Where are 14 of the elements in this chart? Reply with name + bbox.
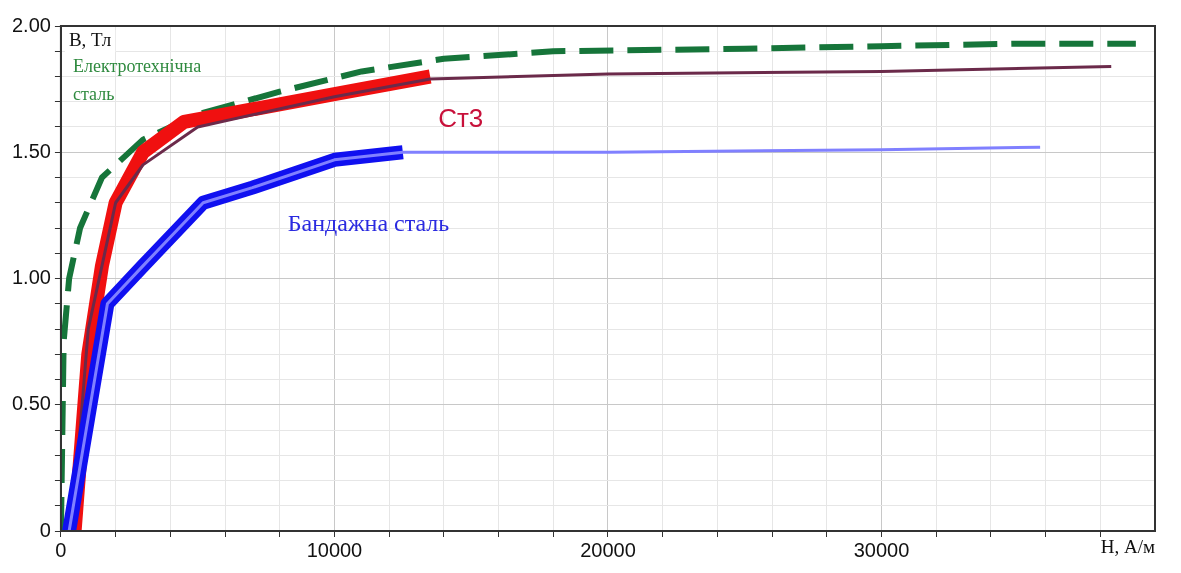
y-tick-label: 2.00	[11, 13, 51, 36]
x-axis-title: H, А/м	[1100, 536, 1155, 558]
y-tick-label: 0.50	[11, 392, 51, 415]
y-tick-label: 0	[39, 518, 51, 541]
x-tick-label: 10000	[306, 538, 363, 561]
x-tick-label: 20000	[580, 538, 636, 561]
series-label: Електротехнічна сталь	[72, 55, 202, 104]
series-label: Бандажна сталь	[287, 209, 450, 236]
y-tick-label: 1.00	[11, 266, 51, 289]
y-axis-title: B, Тл	[68, 28, 112, 50]
y-tick-label: 1.50	[11, 139, 51, 162]
x-tick-label: 0	[55, 538, 67, 561]
series-label: Ст3	[438, 102, 484, 133]
x-tick-label: 30000	[853, 538, 910, 561]
